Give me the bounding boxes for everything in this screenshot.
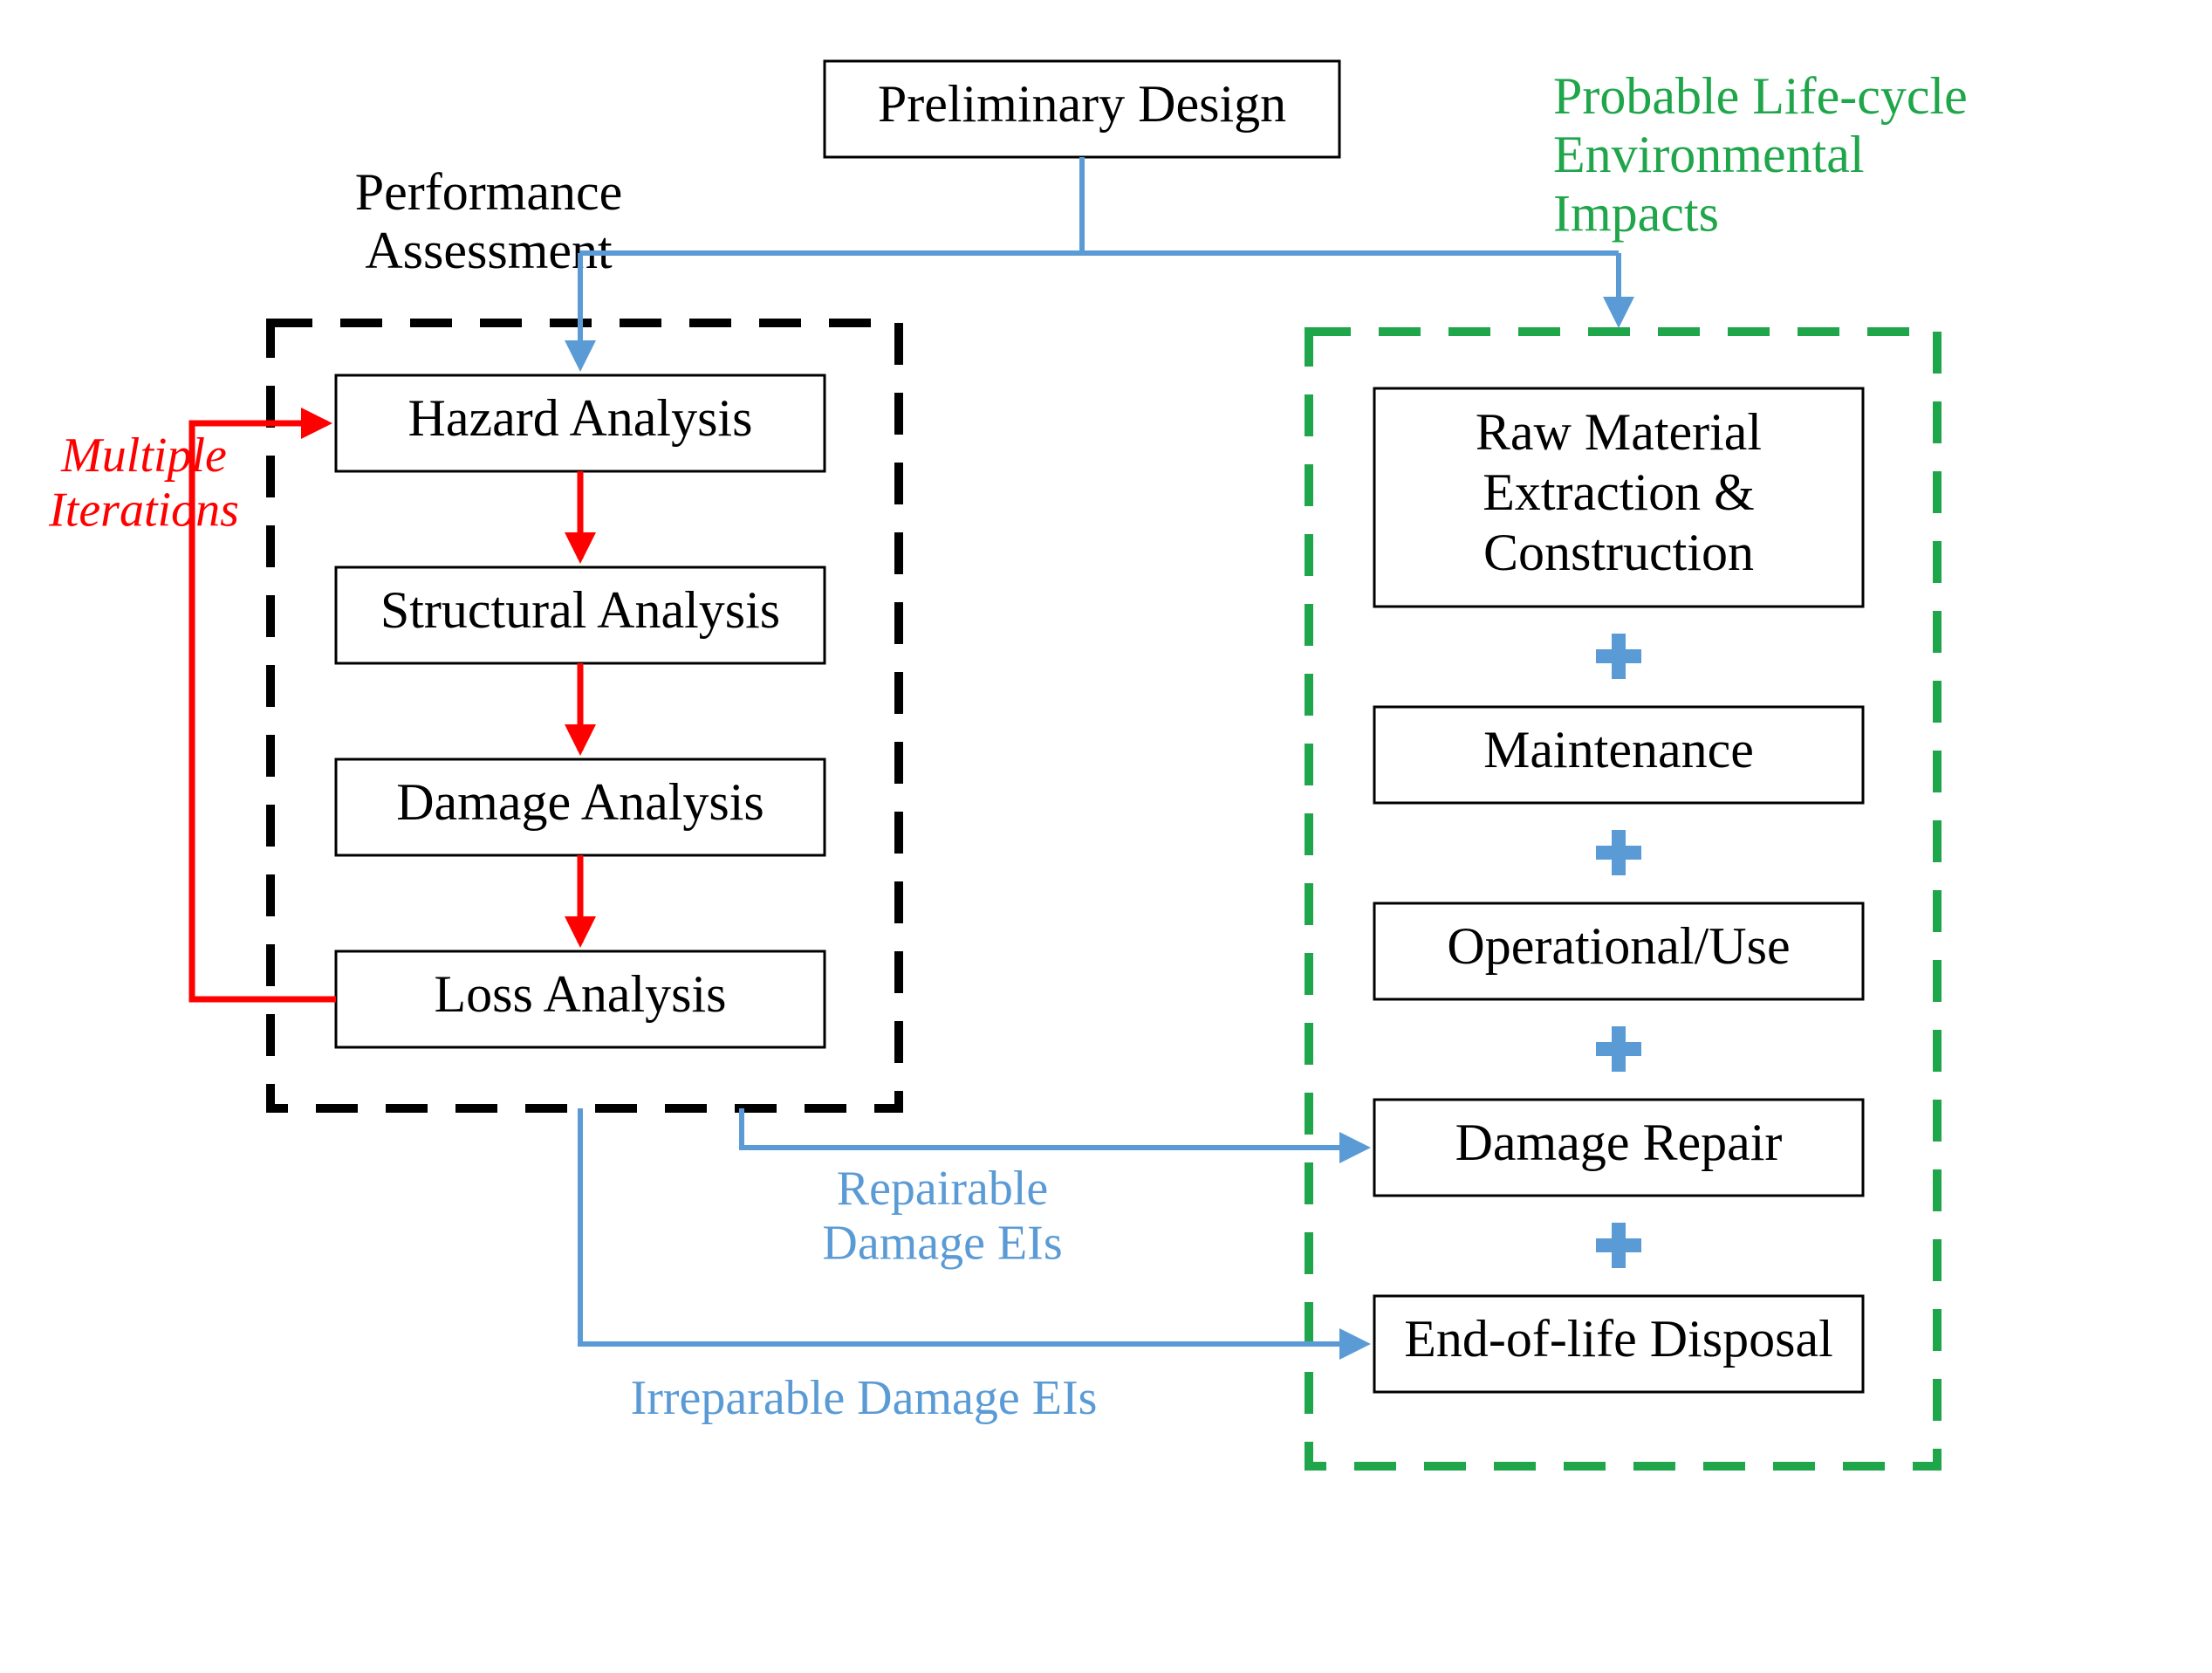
group-label-lifecycle: Probable Life-cycleEnvironmentalImpacts	[1553, 67, 1968, 242]
plus-icon-1	[1596, 830, 1641, 875]
plus-icon-0	[1596, 634, 1641, 679]
node-preliminary-label: Preliminary Design	[878, 75, 1286, 133]
node-maintenance-label: Maintenance	[1483, 721, 1754, 778]
plus-icon-3	[1596, 1223, 1641, 1268]
node-operational-label: Operational/Use	[1447, 917, 1790, 975]
edge-repairable	[742, 1108, 1366, 1148]
annotation-repairable: RepairableDamage EIs	[822, 1162, 1062, 1271]
node-hazard-label: Hazard Analysis	[408, 389, 753, 447]
node-repair-label: Damage Repair	[1455, 1114, 1783, 1171]
node-raw-label: Raw MaterialExtraction &Construction	[1476, 403, 1762, 581]
node-damage-label: Damage Analysis	[396, 773, 764, 831]
annotation-irreparable: Irreparable Damage EIs	[631, 1371, 1098, 1425]
node-disposal-label: End-of-life Disposal	[1404, 1310, 1833, 1368]
annotation-iterations: MultipleIterations	[48, 429, 239, 538]
node-loss-label: Loss Analysis	[434, 965, 726, 1023]
plus-icon-2	[1596, 1026, 1641, 1072]
node-structural-label: Structural Analysis	[380, 581, 780, 639]
